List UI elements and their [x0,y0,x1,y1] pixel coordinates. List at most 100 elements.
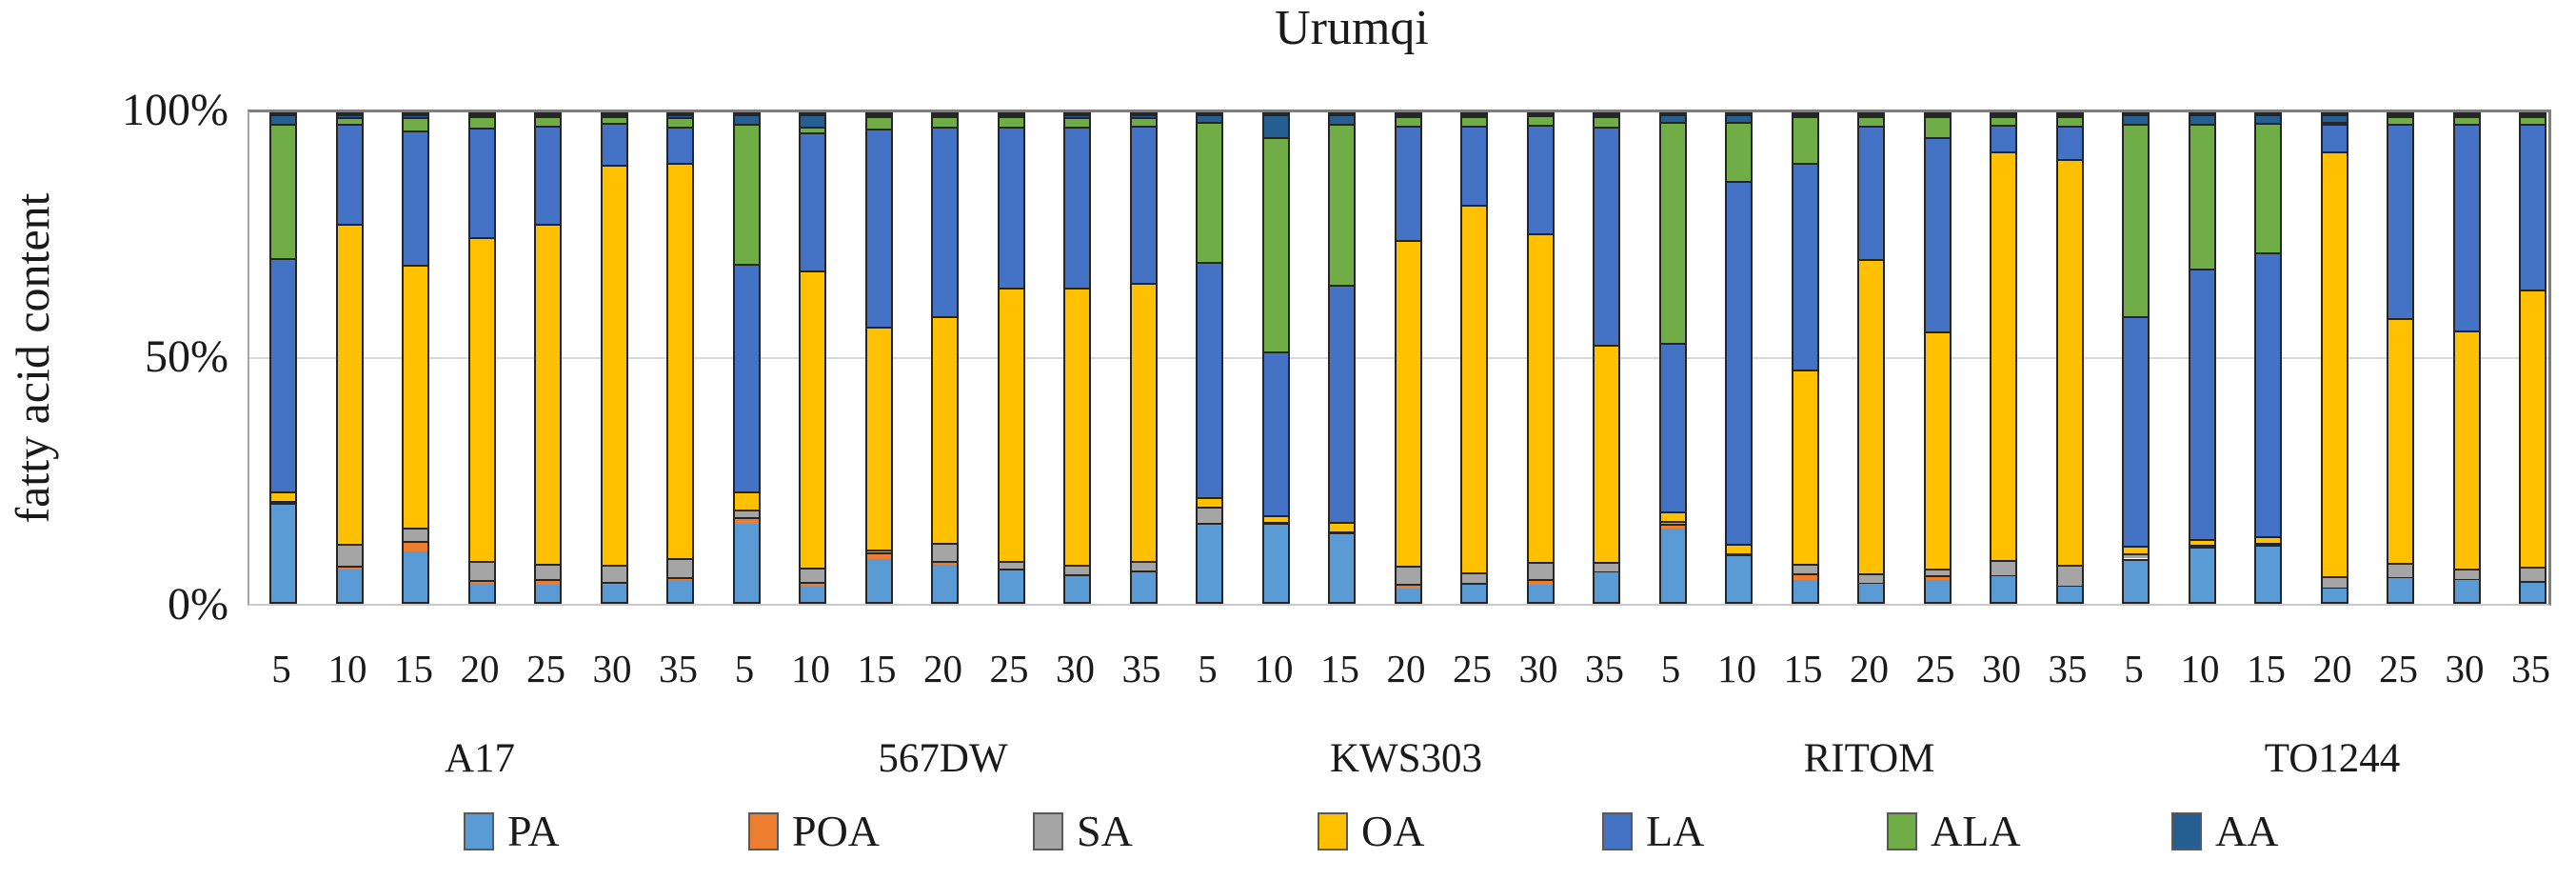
bar-segment-POA [404,541,427,552]
x-tick-label: 10 [1254,647,1294,690]
bar-segment-POA [1065,573,1089,577]
group-label-KWS303: KWS303 [1329,736,1483,781]
x-tick-label: 35 [659,647,698,690]
stacked-bar-RITOM-35 [2055,112,2084,604]
bar-segment-POA [1793,572,1817,581]
x-tick-label: 30 [592,647,632,690]
bar-segment-POA [271,502,295,505]
bar-segment-ALA [734,123,759,265]
bar-segment-SA [734,510,759,517]
bar-segment-LA [1198,262,1221,497]
bar-segment-AA [1396,113,1420,116]
bar-segment-AA [1925,113,1950,116]
bar-segment-PA [1660,529,1685,602]
bar-segment-LA [1793,162,1817,370]
bar-segment-PA [2322,589,2347,602]
bar-segment-ALA [469,115,494,129]
bar-segment-ALA [1925,115,1950,138]
legend-swatch-AA [2171,812,2202,850]
x-tick-label: 30 [1056,647,1095,690]
bar-segment-SA [1396,565,1420,585]
stacked-bar-RITOM-10 [1725,112,1753,604]
bar-segment-PA [271,504,295,602]
bar-segment-POA [602,582,626,585]
x-tick-label: 5 [1660,647,1681,690]
bar-segment-ALA [801,126,824,133]
bar-segment-PA [999,570,1023,602]
bar-segment-ALA [2521,115,2545,125]
bar-segment-OA [1198,497,1221,507]
bar-segment-SA [404,528,427,542]
bar-segment-OA [602,165,626,566]
bar-segment-OA [2190,538,2214,545]
bar-segment-LA [2057,125,2082,159]
legend-label: SA [1077,807,1133,855]
bar-segment-PA [2388,578,2412,602]
bar-segment-POA [469,579,494,584]
bar-segment-LA [2190,269,2214,539]
bar-segment-ALA [1727,121,1751,181]
bar-segment-PA [2454,580,2479,602]
bar-segment-ALA [999,116,1023,127]
stacked-bar-TO1244-15 [2254,112,2282,604]
bar-segment-SA [2256,543,2280,546]
stacked-bar-TO1244-20 [2320,112,2348,604]
bar-segment-SA [2322,575,2347,588]
x-tick-label: 15 [857,647,897,690]
x-tick-label: 25 [1453,647,1492,690]
bar-segment-POA [2256,545,2280,548]
bar-segment-POA [1727,553,1751,556]
bar-segment-SA [801,568,824,583]
bar-segment-SA [2454,569,2479,579]
bar-segment-AA [1595,114,1618,117]
bar-segment-PA [1198,526,1221,602]
bar-segment-SA [933,542,957,562]
legend-entry-LA: LA [1602,810,1704,853]
x-tick-label: 30 [1518,647,1558,690]
bar-segment-OA [1065,287,1089,565]
bar-segment-LA [2322,123,2347,152]
x-tick-label: 30 [1982,647,2021,690]
bar-segment-OA [404,265,427,529]
x-tick-label: 20 [460,647,500,690]
bar-segment-SA [1528,562,1553,580]
stacked-bar-567DW-30 [1063,112,1091,604]
bar-segment-POA [668,577,692,580]
bar-segment-OA [2256,536,2280,544]
stacked-bar-KWS303-35 [1593,112,1620,604]
bar-segment-LA [1528,125,1553,233]
bar-segment-OA [337,223,362,545]
stacked-bar-TO1244-25 [2387,112,2414,604]
x-tick-label: 10 [1717,647,1756,690]
bar-segment-PA [1595,572,1618,602]
bar-segment-OA [1660,511,1685,522]
bar-segment-AA [1263,114,1288,137]
x-tick-label: 35 [2048,647,2088,690]
bar-segment-PA [1991,576,2015,602]
bar-segment-POA [2454,578,2479,581]
bar-segment-PA [536,584,560,602]
group-label-RITOM: RITOM [1803,736,1935,781]
bar-segment-AA [1198,114,1221,122]
stacked-bar-KWS303-5 [1196,112,1223,604]
stacked-bar-TO1244-5 [2122,112,2150,604]
stacked-bar-A17-10 [335,112,364,604]
stacked-bar-RITOM-5 [1658,112,1687,604]
bar-segment-ALA [1991,115,2015,125]
bar-segment-OA [2454,330,2479,570]
bar-segment-POA [1991,574,2015,577]
bar-segment-PA [734,523,759,602]
x-tick-label: 35 [1585,647,1624,690]
bar-segment-AA [469,113,494,116]
bar-segment-ALA [271,124,295,258]
legend-swatch-SA [1033,812,1063,850]
stacked-bar-KWS303-20 [1394,112,1422,604]
bar-segment-SA [1263,521,1288,524]
stacked-bar-TO1244-10 [2188,112,2216,604]
bar-segment-OA [536,224,560,564]
legend-entry-ALA: ALA [1887,810,2021,853]
bar-segment-OA [2521,289,2545,568]
x-tick-label: 20 [2312,647,2352,690]
bar-segment-LA [469,128,494,238]
bar-segment-PA [801,587,824,602]
